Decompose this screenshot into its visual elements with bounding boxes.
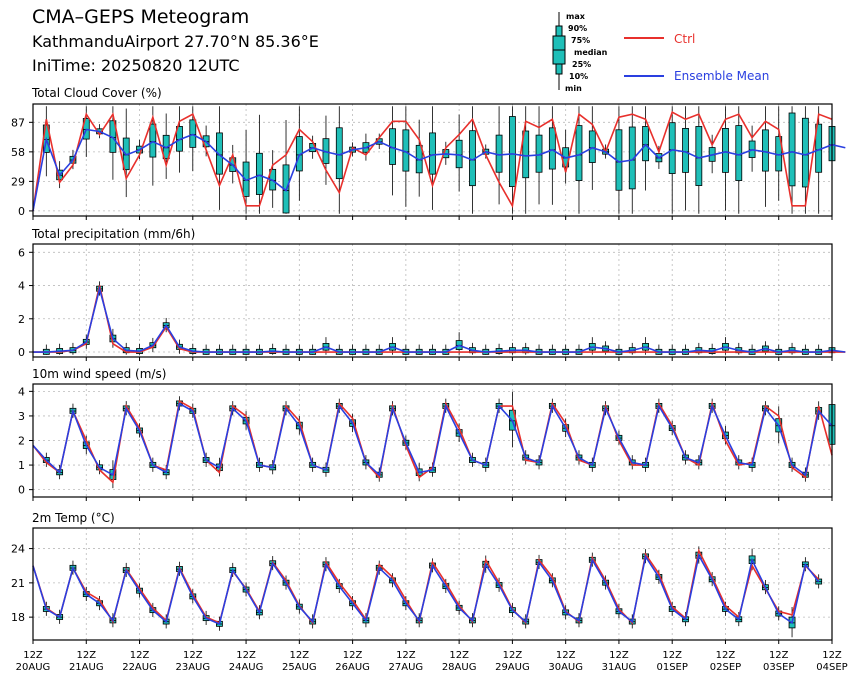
box-iqr [216,132,223,175]
y-tick-label: 21 [11,577,25,590]
y-tick-label: 0 [18,205,25,218]
ensemble-mean-series-line [33,285,846,353]
box-iqr [189,119,197,148]
x-tick-hour-label: 12Z [236,650,256,661]
y-tick-label: 4 [18,385,25,398]
ensemble-mean-series-line [32,402,833,477]
panel-title-precip: Total precipitation (mm/6h) [32,227,196,241]
x-tick-hour-label: 12Z [183,650,203,661]
box-iqr [508,116,516,188]
box-iqr [548,127,556,170]
y-tick-label: 24 [11,543,25,556]
station-label: KathmanduAirport 27.70°N 85.36°E [32,32,319,51]
box-iqr [668,122,676,174]
x-tick-date-label: 27AUG [389,662,424,673]
box-iqr [788,112,796,187]
box-iqr [695,126,703,186]
x-tick-hour-label: 12Z [76,650,96,661]
mean-legend-line [624,75,664,77]
x-tick-date-label: 25AUG [282,662,317,673]
box-label-p75: 75% [571,36,591,45]
box-iqr [642,126,649,162]
box-iqr [682,127,689,173]
panel-title-cloud: Total Cloud Cover (%) [32,86,162,100]
x-tick-date-label: 04SEP [816,662,847,673]
box-label-p10: 10% [569,72,589,81]
x-tick-hour-label: 12Z [130,650,150,661]
y-tick-label: 0 [18,484,25,497]
x-tick-date-label: 21AUG [69,662,104,673]
y-tick-label: 18 [11,611,25,624]
box-iqr [735,125,743,181]
x-tick-date-label: 01SEP [656,662,687,673]
x-tick-date-label: 30AUG [548,662,583,673]
panel-title-wind: 10m wind speed (m/s) [32,367,167,381]
panel-frame [32,103,833,217]
y-tick-label: 3 [18,410,25,423]
box-iqr [255,152,263,195]
panel-title-temp: 2m Temp (°C) [32,511,115,525]
ctrl-legend-label: Ctrl [674,32,696,46]
ensemble-mean-series-line [32,128,846,212]
x-tick-date-label: 31AUG [602,662,637,673]
x-tick-date-label: 24AUG [229,662,264,673]
panel-frame [32,243,833,358]
y-tick-label: 58 [11,146,25,159]
x-tick-hour-label: 12Z [556,650,576,661]
box-iqr [801,117,809,188]
x-tick-date-label: 22AUG [122,662,157,673]
y-tick-label: 2 [18,313,25,326]
panel-frame [32,383,833,498]
y-tick-label: 87 [11,116,25,129]
ctrl-legend-line [624,37,664,39]
x-tick-hour-label: 12Z [23,650,43,661]
x-tick-date-label: 26AUG [335,662,370,673]
x-tick-date-label: 28AUG [442,662,477,673]
box-iqr [588,130,596,163]
box-iqr [722,127,729,173]
box-iqr [429,132,436,175]
box-iqr [522,130,530,179]
x-tick-hour-label: 12Z [822,650,842,661]
x-tick-hour-label: 12Z [449,650,469,661]
x-tick-hour-label: 12Z [343,650,363,661]
box-iqr [335,127,343,180]
y-tick-label: 1 [18,459,25,472]
box-iqr [149,123,157,158]
box-label-p90: 90% [568,24,588,33]
ensemble-mean-series-line [32,553,820,626]
x-tick-hour-label: 12Z [609,650,629,661]
x-tick-hour-label: 12Z [396,650,416,661]
ctrl-series-line [32,110,833,212]
box-label-min: min [565,84,582,93]
box-label-median: median [574,48,608,57]
meteogram-title: CMA–GEPS Meteogram [32,6,250,28]
x-tick-hour-label: 12Z [769,650,789,661]
y-tick-label: 6 [18,246,25,259]
box-label-max: max [566,12,585,21]
box-label-p25: 25% [572,60,592,69]
x-tick-hour-label: 12Z [662,650,682,661]
panel-frame [32,527,833,641]
init-time-label: IniTime: 20250820 12UTC [32,56,240,75]
x-tick-hour-label: 12Z [503,650,523,661]
x-tick-date-label: 20AUG [16,662,51,673]
x-tick-hour-label: 12Z [716,650,736,661]
x-tick-date-label: 03SEP [763,662,794,673]
x-tick-date-label: 23AUG [175,662,210,673]
box-legend-glyph [552,12,566,90]
y-tick-label: 2 [18,435,25,448]
box-iqr [628,126,636,190]
y-tick-label: 0 [18,346,25,359]
y-tick-label: 4 [18,280,25,293]
x-tick-date-label: 29AUG [495,662,530,673]
x-tick-hour-label: 12Z [290,650,310,661]
box-iqr [762,129,769,172]
mean-legend-label: Ensemble Mean [674,69,770,83]
x-tick-date-label: 02SEP [710,662,741,673]
y-tick-label: 29 [11,175,25,188]
